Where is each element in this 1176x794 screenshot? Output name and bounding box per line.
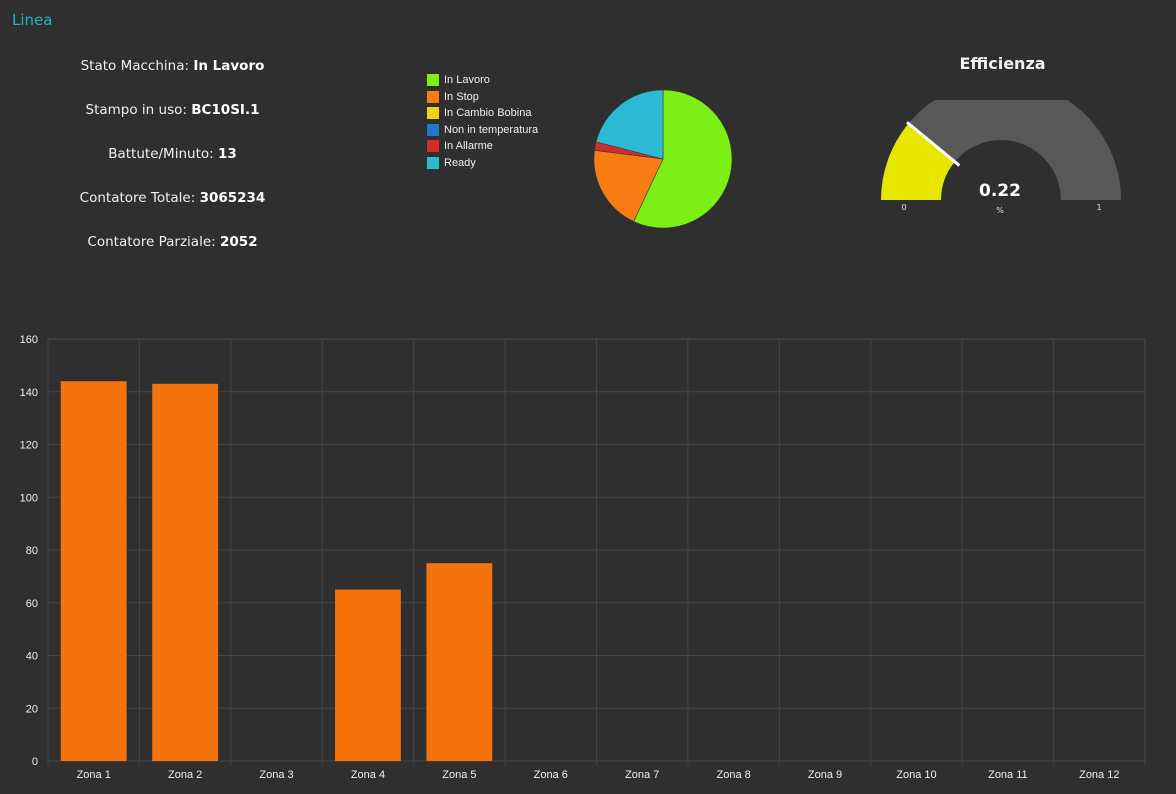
pie-slice[interactable] [595, 89, 664, 160]
x-tick-label: Zona 7 [625, 769, 659, 781]
y-tick-label: 140 [20, 387, 38, 399]
bar[interactable] [426, 563, 493, 761]
info-label: Battute/Minuto: [108, 146, 214, 162]
info-value: In Lavoro [193, 58, 265, 74]
x-tick-label: Zona 3 [259, 769, 293, 781]
info-value: 13 [217, 146, 237, 162]
y-tick-label: 160 [20, 334, 38, 346]
legend-label: In Lavoro [444, 74, 490, 87]
info-row-battute: Battute/Minuto: 13 [40, 144, 305, 188]
legend-label: In Stop [444, 90, 479, 103]
legend-item[interactable]: In Stop [427, 89, 538, 106]
legend-item[interactable]: In Cambio Bobina [427, 105, 538, 122]
machine-info-panel: Stato Macchina: In Lavoro Stampo in uso:… [40, 56, 305, 276]
status-pie-chart [565, 88, 765, 242]
bar-chart-svg: 0 20 40 60 80 100 120 140 160 Zona 1 Zona 2 Zona 3 Z… [20, 334, 1146, 781]
gauge-title: Efficienza [959, 54, 1046, 73]
legend-item[interactable]: Non in temperatura [427, 122, 538, 139]
x-tick-label: Zona 10 [896, 769, 936, 781]
gauge-max-label: 1 [1096, 203, 1102, 212]
bar[interactable] [335, 589, 401, 761]
page-title: Linea [12, 11, 53, 29]
x-tick-label: Zona 11 [988, 769, 1028, 781]
legend-swatch [427, 74, 439, 87]
pie-legend[interactable]: In Lavoro In Stop In Cambio Bobina Non in t… [427, 72, 538, 171]
info-row-stampo: Stampo in uso: BC10SI.1 [40, 100, 305, 144]
info-value: 2052 [220, 234, 258, 250]
x-tick-label: Zona 9 [808, 769, 842, 781]
info-label: Stato Macchina: [80, 58, 190, 74]
info-label: Stampo in uso: [85, 102, 187, 118]
legend-swatch [427, 90, 439, 103]
y-tick-label: 20 [26, 703, 38, 715]
legend-swatch [427, 140, 439, 153]
legend-label: In Cambio Bobina [444, 107, 532, 120]
y-tick-label: 100 [20, 492, 38, 504]
y-tick-label: 0 [32, 756, 38, 768]
x-tick-label: Zona 6 [534, 769, 568, 781]
legend-label: Ready [444, 156, 476, 169]
gauge-svg [881, 80, 1121, 200]
pie-slice[interactable] [633, 89, 733, 229]
bar[interactable] [60, 381, 127, 761]
info-label: Contatore Totale: [79, 190, 196, 206]
legend-item[interactable]: Ready [427, 155, 538, 172]
legend-swatch [427, 107, 439, 120]
y-tick-label: 80 [26, 545, 38, 557]
info-value: 3065234 [199, 190, 266, 206]
gauge-fill [881, 123, 955, 200]
y-tick-label: 40 [26, 651, 38, 663]
x-tick-label: Zona 8 [717, 769, 751, 781]
y-tick-label: 60 [26, 598, 38, 610]
zone-bar-chart: 0 20 40 60 80 100 120 140 160 Zona 1 Zona 2 Zona 3 Z… [0, 325, 1176, 794]
gauge-min-label: 0 [901, 203, 907, 212]
info-row-contatore-parziale: Contatore Parziale: 2052 [40, 232, 305, 276]
legend-label: In Allarme [444, 140, 493, 153]
gauge-unit: % [996, 206, 1004, 215]
x-tick-label: Zona 2 [168, 769, 202, 781]
bar[interactable] [152, 383, 219, 761]
legend-label: Non in temperatura [444, 123, 539, 136]
x-tick-label: Zona 1 [77, 769, 111, 781]
legend-item[interactable]: In Allarme [427, 138, 538, 155]
x-tick-label: Zona 4 [351, 769, 385, 781]
legend-item[interactable]: In Lavoro [427, 72, 538, 89]
gauge-value: 0.22 [979, 181, 1021, 201]
pie-slice[interactable] [593, 150, 664, 222]
pie-svg [593, 89, 733, 229]
gauge-needle [906, 121, 961, 167]
info-row-stato: Stato Macchina: In Lavoro [40, 56, 305, 100]
legend-swatch [427, 123, 439, 136]
x-tick-label: Zona 5 [442, 769, 476, 781]
efficiency-gauge [870, 80, 1135, 214]
x-tick-label: Zona 12 [1079, 769, 1119, 781]
info-row-contatore-totale: Contatore Totale: 3065234 [40, 188, 305, 232]
y-tick-label: 120 [20, 440, 38, 452]
legend-swatch [427, 156, 439, 169]
info-value: BC10SI.1 [191, 102, 260, 118]
info-label: Contatore Parziale: [87, 234, 216, 250]
